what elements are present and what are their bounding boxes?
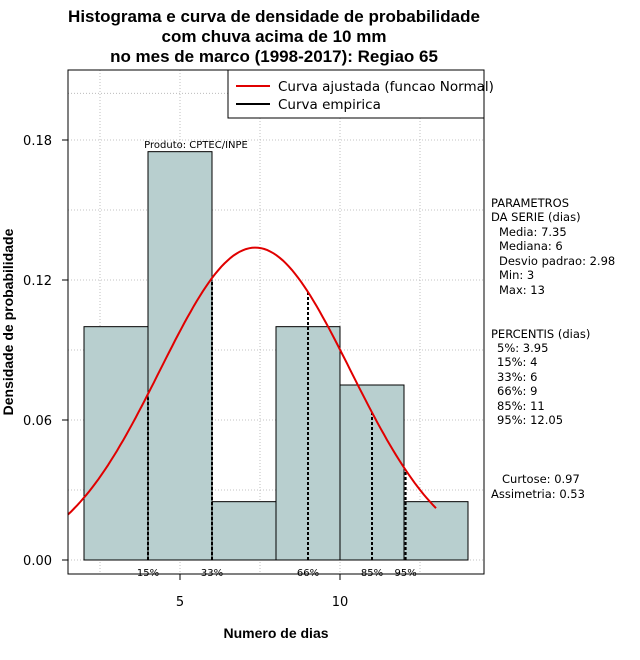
chart-title-line-2: com chuva acima de 10 mm (162, 27, 387, 46)
y-tick-label-0: 0.00 (23, 554, 52, 569)
legend: Curva ajustada (funcao Normal) Curva emp… (227, 69, 494, 119)
percentil-15: 15%: 4 (497, 355, 537, 369)
histogram-bar-2 (211, 501, 277, 561)
y-axis-title: Densidade de probabilidade (0, 228, 16, 415)
assimetria-value: Assimetria: 0.53 (491, 487, 585, 501)
param-desvio: Desvio padrao: 2.98 (499, 254, 615, 268)
legend-box (227, 69, 485, 119)
product-annotation: Produto: CPTEC/INPE (144, 140, 248, 151)
histogram-bar-5 (403, 501, 469, 561)
percentil-5: 5%: 3.95 (497, 341, 548, 355)
normal-curve-line (67, 246, 437, 516)
param-mediana: Mediana: 6 (499, 239, 563, 253)
axes-layer: 5 10 0.00 0.06 0.12 0.18 (23, 134, 348, 610)
x-axis-title: Numero de dias (223, 625, 328, 641)
x-tick-label-1: 10 (332, 595, 349, 610)
percentil-85: 85%: 11 (497, 399, 545, 413)
percentil-66: 66%: 9 (497, 384, 537, 398)
curtose-value: Curtose: 0.97 (502, 472, 580, 486)
x-tick-label-0: 5 (176, 595, 184, 610)
percentil-95: 95%: 12.05 (497, 413, 563, 427)
y-tick-label-2: 0.12 (23, 274, 52, 289)
histogram-bar-1 (147, 151, 213, 561)
legend-normal-label: Curva ajustada (funcao Normal) (278, 79, 494, 95)
bars-layer (83, 151, 469, 561)
histogram-bar-0 (83, 326, 149, 561)
stats-side-panel: PARAMETROS DA SERIE (dias) Media: 7.35 M… (491, 196, 615, 501)
chart-title-line-1: Histograma e curva de densidade de proba… (68, 7, 480, 26)
legend-empirical-label: Curva empirica (278, 97, 381, 113)
params-title-line-1: PARAMETROS (491, 196, 569, 210)
chart-title-line-3: no mes de marco (1998-2017): Regiao 65 (110, 47, 438, 66)
param-max: Max: 13 (499, 283, 545, 297)
percentis-title: PERCENTIS (dias) (491, 327, 590, 341)
params-title-line-2: DA SERIE (dias) (491, 210, 581, 224)
param-min: Min: 3 (499, 268, 534, 282)
percentil-33: 33%: 6 (497, 370, 537, 384)
param-media: Media: 7.35 (499, 225, 567, 239)
y-tick-label-3: 0.18 (23, 134, 52, 149)
y-tick-label-1: 0.06 (23, 414, 52, 429)
